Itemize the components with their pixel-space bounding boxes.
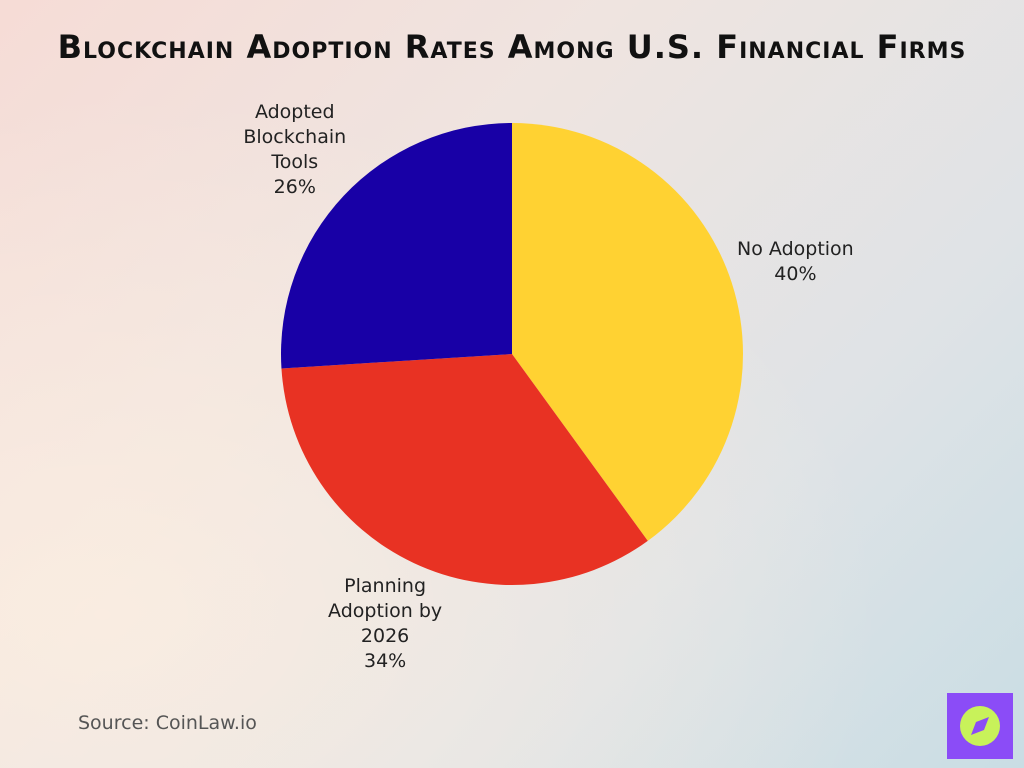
slice-label: No Adoption 40% (725, 237, 865, 287)
value-label: 40% (774, 262, 817, 285)
value-label: 26% (273, 176, 316, 198)
logo-icon (960, 706, 1000, 746)
slice-label: Adopted Blockchain Tools 26% (225, 100, 365, 200)
pie-slice (281, 123, 512, 369)
slice-label: Planning Adoption by 2026 34% (315, 574, 455, 674)
source: Source: CoinLaw.io (78, 712, 257, 734)
logo (947, 693, 1013, 759)
pie-slice (281, 354, 648, 585)
pie-slice (512, 123, 743, 541)
value-label: 34% (363, 649, 407, 672)
chart-title: Blockchain Adoption Rates Among U.S. Fin… (57, 28, 967, 66)
category-label: No Adoption (737, 237, 854, 260)
category-label: Planning Adoption by 2026 (328, 574, 443, 647)
category-label: Adopted Blockchain Tools (243, 101, 347, 173)
